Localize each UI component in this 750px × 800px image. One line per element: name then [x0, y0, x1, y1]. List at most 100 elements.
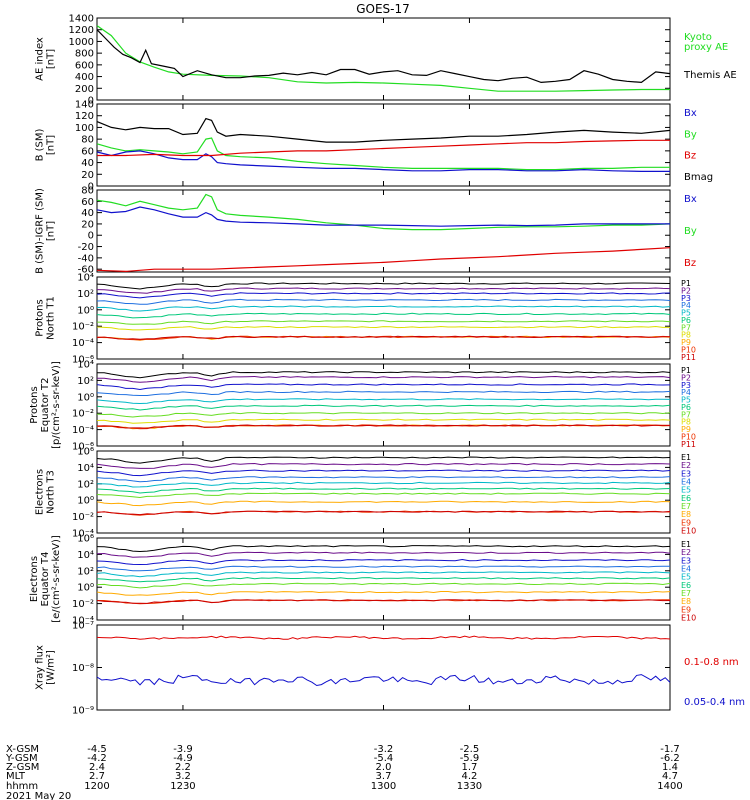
- channel-line: [96, 424, 670, 429]
- channel-line: [96, 500, 671, 507]
- channel-label: P11: [681, 353, 696, 362]
- channel-label: E1: [681, 453, 691, 462]
- channel-label: P3: [681, 294, 691, 303]
- channel-line: [96, 383, 671, 391]
- x-tick-label: -3.9: [173, 744, 193, 755]
- channel-line: [96, 312, 671, 319]
- x-tick-label: -4.2: [87, 753, 107, 764]
- panel-frame: [96, 450, 671, 534]
- series-line: [96, 193, 671, 231]
- legend-entry: 0.05-0.4 nm: [684, 697, 745, 708]
- series-line: [96, 635, 671, 640]
- series-line: [96, 674, 671, 687]
- y-tick-label: 10⁶: [77, 534, 94, 545]
- y-tick-label: 400: [75, 72, 94, 83]
- channel-label: E7: [681, 589, 691, 598]
- y-axis-label: [e/(cm²-s-sr-keV)]: [51, 535, 62, 623]
- y-axis-label: Electrons: [29, 556, 40, 602]
- channel-line: [96, 305, 671, 312]
- series-line: [96, 25, 670, 92]
- channel-label: E8: [681, 510, 691, 519]
- channel-line: [96, 412, 671, 418]
- y-tick-label: -60: [78, 265, 94, 276]
- channel-label: E2: [681, 548, 691, 557]
- y-tick-label: 10⁴: [77, 360, 94, 371]
- channel-line: [96, 404, 671, 411]
- channel-label: E8: [681, 597, 691, 606]
- y-tick-label: 10²: [77, 566, 94, 577]
- y-tick-label: 120: [75, 111, 94, 122]
- channel-line: [96, 298, 671, 305]
- x-row-label: X-GSM: [6, 744, 39, 755]
- channel-line: [96, 320, 671, 325]
- y-tick-label: 20: [81, 170, 94, 181]
- series-line: [96, 150, 670, 172]
- channel-label: E9: [681, 518, 691, 527]
- series-line: [96, 117, 671, 143]
- x-tick-label: -5.4: [374, 753, 394, 764]
- date-label: 2021 May 20: [6, 791, 71, 800]
- y-axis-label: Electrons: [35, 469, 46, 515]
- channel-label: P10: [681, 432, 696, 441]
- channel-label: P8: [681, 418, 691, 427]
- channel-label: P5: [681, 396, 691, 405]
- channel-line: [96, 398, 671, 405]
- x-tick-label: 4.7: [662, 771, 678, 782]
- channel-label: P4: [681, 388, 691, 397]
- y-tick-label: 10⁻⁶: [72, 442, 94, 453]
- y-tick-label: 10⁻²: [72, 322, 94, 333]
- y-tick-label: 140: [75, 100, 94, 111]
- series-line: [96, 29, 671, 84]
- panel-4: 10⁴ 10² 10⁰ 10⁻² 10⁻⁴ 10⁻⁶ Protons North T1 P1P2…: [35, 273, 697, 366]
- y-axis-label: Protons: [29, 386, 40, 423]
- channel-line: [96, 462, 671, 469]
- series-line: [96, 206, 670, 227]
- y-tick-label: 40: [81, 208, 94, 219]
- channel-label: E2: [681, 461, 691, 470]
- y-axis-label: [nT]: [46, 221, 57, 241]
- x-tick-label: 1.7: [461, 762, 477, 773]
- channel-line: [96, 565, 671, 572]
- y-tick-label: 10⁰: [77, 305, 94, 316]
- y-tick-label: 200: [75, 84, 94, 95]
- channel-line: [96, 325, 670, 331]
- y-tick-label: 10⁰: [77, 392, 94, 403]
- channel-line: [96, 487, 671, 494]
- channel-line: [96, 510, 671, 516]
- channel-label: P11: [681, 440, 696, 449]
- y-tick-label: 10⁻⁸: [72, 663, 94, 674]
- x-tick-label: -5.9: [460, 753, 480, 764]
- x-tick-label: 1230: [170, 781, 195, 792]
- series-line: [96, 247, 671, 273]
- y-axis-label: Protons: [35, 299, 46, 336]
- y-axis-label: Equator T4: [40, 552, 51, 607]
- x-tick-label: 1.4: [662, 762, 678, 773]
- x-row-label: hhmm: [6, 781, 38, 792]
- channel-label: P6: [681, 316, 691, 325]
- channel-label: E5: [681, 486, 691, 495]
- y-tick-label: 60: [81, 197, 94, 208]
- y-axis-label: [nT]: [46, 135, 57, 155]
- chart-title: GOES-17: [356, 2, 410, 16]
- y-tick-label: 0: [88, 182, 94, 193]
- channel-label: E10: [681, 614, 696, 623]
- x-tick-label: -4.5: [87, 744, 107, 755]
- x-tick-label: 2.0: [376, 762, 392, 773]
- channel-label: E1: [681, 540, 691, 549]
- x-tick-label: 2.7: [89, 771, 105, 782]
- y-tick-label: 10⁻⁴: [72, 425, 94, 436]
- channel-line: [96, 481, 671, 488]
- panel-5: 10⁴ 10² 10⁰ 10⁻² 10⁻⁴ 10⁻⁶ Protons Equator T2 [p…: [29, 360, 696, 453]
- y-tick-label: 60: [81, 146, 94, 157]
- y-axis-label: B (SM): [35, 128, 46, 161]
- x-tick-label: 2.2: [175, 762, 191, 773]
- x-tick-label: 3.7: [376, 771, 392, 782]
- y-axis-label: [p/(cm²-s-sr-keV)]: [51, 361, 62, 449]
- y-tick-label: 10⁴: [77, 463, 94, 474]
- x-tick-label: -1.7: [660, 744, 680, 755]
- panel-frame: [96, 103, 671, 187]
- channel-label: E7: [681, 502, 691, 511]
- channel-line: [96, 282, 671, 290]
- x-tick-label: 2.4: [89, 762, 105, 773]
- legend-entry: By: [684, 226, 697, 237]
